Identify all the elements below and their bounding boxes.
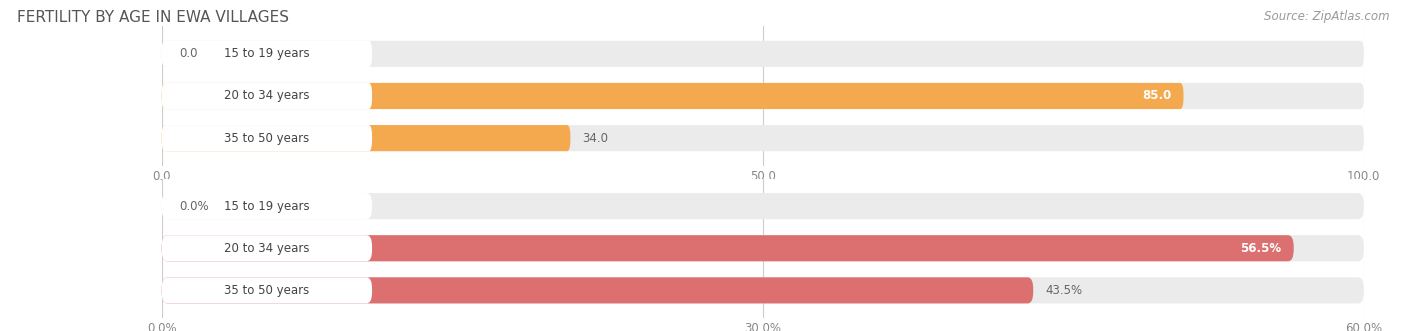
FancyBboxPatch shape [162, 41, 1364, 67]
Text: 34.0: 34.0 [582, 132, 609, 145]
FancyBboxPatch shape [162, 277, 373, 304]
Text: 56.5%: 56.5% [1240, 242, 1282, 255]
FancyBboxPatch shape [162, 83, 373, 109]
FancyBboxPatch shape [162, 235, 1364, 261]
Text: 15 to 19 years: 15 to 19 years [224, 47, 309, 60]
FancyBboxPatch shape [162, 235, 1294, 261]
FancyBboxPatch shape [162, 125, 571, 151]
Text: 15 to 19 years: 15 to 19 years [224, 200, 309, 213]
FancyBboxPatch shape [162, 277, 1033, 304]
Text: 43.5%: 43.5% [1045, 284, 1083, 297]
FancyBboxPatch shape [162, 41, 373, 67]
Text: 20 to 34 years: 20 to 34 years [224, 89, 309, 103]
Text: FERTILITY BY AGE IN EWA VILLAGES: FERTILITY BY AGE IN EWA VILLAGES [17, 10, 288, 25]
FancyBboxPatch shape [162, 125, 373, 151]
FancyBboxPatch shape [162, 235, 373, 261]
Text: 35 to 50 years: 35 to 50 years [224, 284, 309, 297]
FancyBboxPatch shape [162, 83, 1184, 109]
FancyBboxPatch shape [162, 277, 1364, 304]
Text: 0.0: 0.0 [180, 47, 198, 60]
Text: Source: ZipAtlas.com: Source: ZipAtlas.com [1264, 10, 1389, 23]
Text: 0.0%: 0.0% [180, 200, 209, 213]
FancyBboxPatch shape [162, 125, 1364, 151]
Text: 85.0: 85.0 [1142, 89, 1171, 103]
FancyBboxPatch shape [162, 193, 373, 219]
FancyBboxPatch shape [162, 193, 1364, 219]
Text: 20 to 34 years: 20 to 34 years [224, 242, 309, 255]
FancyBboxPatch shape [162, 83, 1364, 109]
Text: 35 to 50 years: 35 to 50 years [224, 132, 309, 145]
